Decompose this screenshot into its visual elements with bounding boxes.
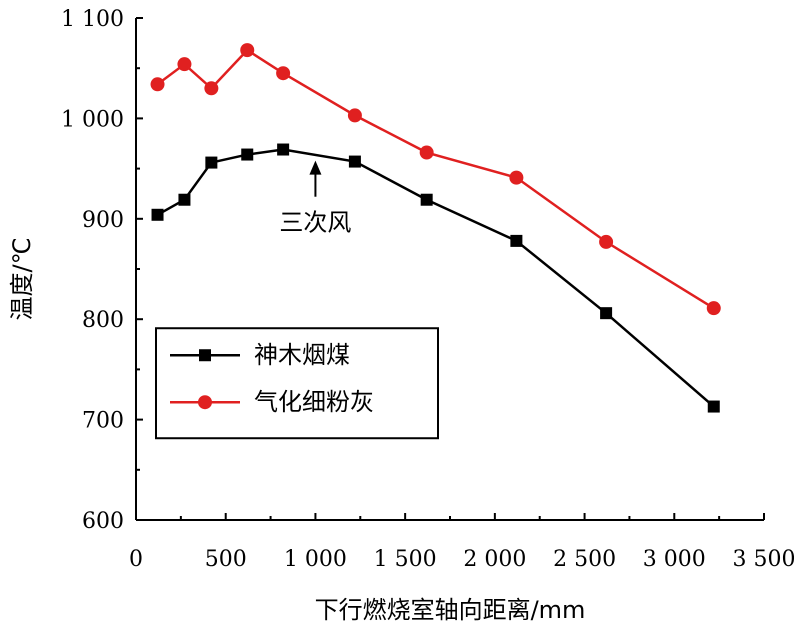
data-point bbox=[204, 81, 219, 96]
legend-marker bbox=[199, 349, 211, 362]
x-tick-label: 1 000 bbox=[284, 547, 347, 572]
x-tick-label: 3 000 bbox=[643, 547, 706, 572]
x-tick-label: 3 500 bbox=[733, 547, 794, 572]
legend-item: 气化细粉灰 bbox=[170, 388, 374, 416]
legend-label: 神木烟煤 bbox=[254, 341, 350, 369]
data-point bbox=[277, 143, 290, 156]
annotation-label: 三次风 bbox=[279, 209, 351, 237]
y-tick-label: 600 bbox=[82, 509, 124, 534]
data-point bbox=[150, 77, 165, 92]
x-axis-ticks: 0 500 1 000 1 500 2 000 2 500 3 000 3 500 bbox=[129, 513, 794, 572]
legend-box bbox=[155, 327, 439, 440]
data-point bbox=[276, 66, 291, 81]
y-tick-label: 900 bbox=[82, 208, 124, 233]
x-axis-title: 下行燃烧室轴向距离/mm bbox=[315, 596, 586, 624]
data-point bbox=[420, 193, 433, 206]
data-point bbox=[240, 43, 255, 58]
x-tick-label: 2 000 bbox=[463, 547, 526, 572]
series-2 bbox=[150, 43, 721, 316]
data-point bbox=[510, 234, 523, 247]
data-point bbox=[600, 307, 613, 320]
y-tick-label: 800 bbox=[82, 308, 124, 333]
legend-marker bbox=[198, 395, 212, 410]
legend-item: 神木烟煤 bbox=[170, 341, 350, 369]
data-point bbox=[177, 57, 192, 72]
data-point bbox=[347, 108, 362, 123]
series-line bbox=[156, 48, 715, 310]
legend-label: 气化细粉灰 bbox=[254, 388, 374, 416]
data-point bbox=[151, 208, 164, 221]
data-point bbox=[241, 148, 254, 161]
series-1 bbox=[151, 143, 720, 413]
y-tick-label: 700 bbox=[82, 409, 124, 434]
x-tick-label: 1 500 bbox=[374, 547, 437, 572]
data-point bbox=[348, 155, 361, 168]
data-point bbox=[707, 400, 720, 413]
data-point bbox=[599, 234, 614, 249]
x-tick-label: 0 bbox=[129, 547, 143, 572]
y-axis-ticks: 600 700 800 900 1 000 1 100 bbox=[61, 7, 143, 534]
y-tick-label: 1 000 bbox=[61, 107, 124, 132]
data-point bbox=[509, 170, 524, 185]
data-point bbox=[419, 145, 434, 160]
x-tick-label: 2 500 bbox=[553, 547, 616, 572]
data-point bbox=[178, 193, 191, 206]
y-axis-title: 温度/℃ bbox=[8, 237, 36, 320]
series-layer bbox=[150, 43, 721, 413]
series-line bbox=[156, 148, 715, 408]
data-point bbox=[205, 156, 218, 169]
data-point bbox=[706, 301, 721, 316]
axes bbox=[135, 18, 764, 521]
x-tick-label: 500 bbox=[205, 547, 247, 572]
annotation-layer: 三次风 bbox=[279, 160, 351, 237]
annotation-arrowhead bbox=[309, 160, 322, 175]
y-tick-label: 1 100 bbox=[61, 7, 124, 32]
